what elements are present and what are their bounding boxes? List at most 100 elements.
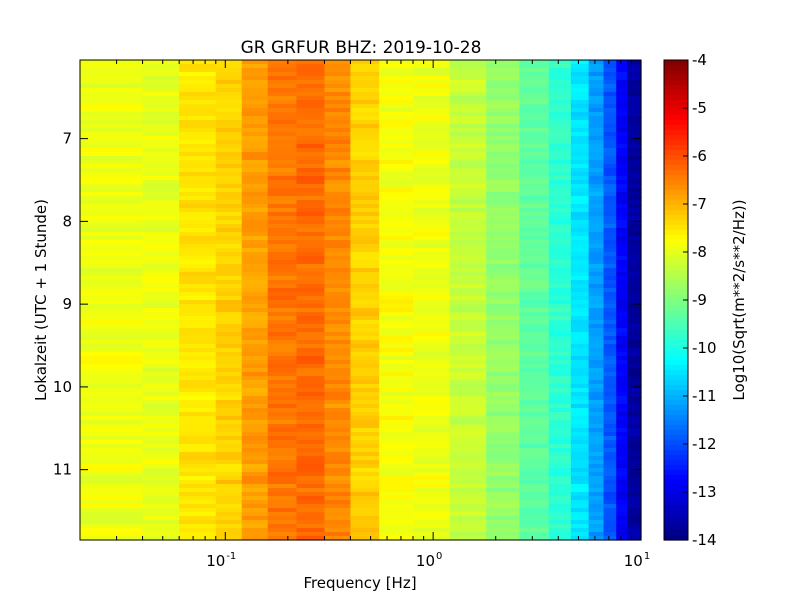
heatmap-cell	[588, 520, 605, 525]
heatmap-cell	[80, 164, 144, 169]
heatmap-cell	[519, 304, 550, 309]
heatmap-cell	[267, 188, 298, 193]
heatmap-cell	[627, 96, 642, 101]
heatmap-cell	[324, 396, 352, 401]
heatmap-cell	[449, 272, 487, 277]
heatmap-cell	[603, 228, 617, 233]
heatmap-cell	[241, 396, 269, 401]
heatmap-cell	[413, 72, 451, 77]
heatmap-cell	[627, 392, 642, 397]
heatmap-cell	[350, 316, 380, 321]
heatmap-cell	[449, 188, 487, 193]
heatmap-cell	[486, 464, 520, 469]
heatmap-cell	[486, 240, 520, 245]
heatmap-cell	[570, 488, 590, 493]
heatmap-cell	[627, 120, 642, 125]
heatmap-cell	[241, 484, 269, 489]
heatmap-cell	[548, 176, 572, 181]
heatmap-cell	[179, 132, 217, 137]
heatmap-cell	[449, 320, 487, 325]
heatmap-cell	[570, 144, 590, 149]
heatmap-cell	[142, 104, 180, 109]
heatmap-cell	[603, 84, 617, 89]
heatmap-cell	[379, 200, 414, 205]
heatmap-cell	[548, 336, 572, 341]
heatmap-cell	[603, 324, 617, 329]
heatmap-cell	[519, 204, 550, 209]
heatmap-cell	[142, 512, 180, 517]
heatmap-cell	[570, 112, 590, 117]
heatmap-cell	[603, 204, 617, 209]
heatmap-cell	[588, 396, 605, 401]
heatmap-cell	[324, 204, 352, 209]
heatmap-cell	[379, 528, 414, 533]
heatmap-cell	[350, 200, 380, 205]
heatmap-cell	[379, 80, 414, 85]
heatmap-cell	[588, 144, 605, 149]
heatmap-cell	[627, 296, 642, 301]
heatmap-cell	[413, 456, 451, 461]
heatmap-cell	[548, 228, 572, 233]
heatmap-cell	[379, 68, 414, 73]
heatmap-cell	[588, 428, 605, 433]
heatmap-cell	[519, 396, 550, 401]
heatmap-cell	[548, 276, 572, 281]
heatmap-cell	[241, 260, 269, 265]
heatmap-cell	[627, 380, 642, 385]
heatmap-cell	[80, 84, 144, 89]
heatmap-cell	[324, 208, 352, 213]
heatmap-cell	[350, 312, 380, 317]
heatmap-cell	[267, 184, 298, 189]
colorbar-segment	[664, 250, 688, 256]
heatmap-cell	[241, 84, 269, 89]
heatmap-cell	[570, 424, 590, 429]
heatmap-cell	[616, 508, 628, 513]
heatmap-cell	[142, 132, 180, 137]
heatmap-cell	[603, 368, 617, 373]
heatmap-cell	[616, 280, 628, 285]
heatmap-cell	[570, 192, 590, 197]
heatmap-cell	[486, 216, 520, 221]
heatmap-cell	[603, 356, 617, 361]
heatmap-cell	[588, 272, 605, 277]
heatmap-cell	[215, 488, 243, 493]
heatmap-cell	[616, 464, 628, 469]
heatmap-cell	[413, 256, 451, 261]
heatmap-cell	[324, 252, 352, 257]
heatmap-cell	[449, 400, 487, 405]
heatmap-cell	[267, 116, 298, 121]
heatmap-cell	[603, 336, 617, 341]
heatmap-cell	[80, 128, 144, 133]
heatmap-cell	[548, 320, 572, 325]
heatmap-cell	[603, 476, 617, 481]
heatmap-cell	[616, 460, 628, 465]
heatmap-cell	[588, 152, 605, 157]
heatmap-cell	[350, 132, 380, 137]
heatmap-cell	[413, 80, 451, 85]
heatmap-cell	[413, 84, 451, 89]
heatmap-cell	[486, 176, 520, 181]
heatmap-cell	[324, 304, 352, 309]
heatmap-cell	[215, 500, 243, 505]
heatmap-cell	[241, 144, 269, 149]
heatmap-cell	[486, 280, 520, 285]
heatmap-cell	[449, 532, 487, 537]
heatmap-cell	[215, 304, 243, 309]
heatmap-cell	[519, 248, 550, 253]
heatmap-cell	[267, 324, 298, 329]
heatmap-cell	[379, 280, 414, 285]
heatmap-cell	[588, 492, 605, 497]
heatmap-cell	[627, 212, 642, 217]
heatmap-cell	[179, 84, 217, 89]
heatmap-cell	[603, 372, 617, 377]
heatmap-cell	[449, 416, 487, 421]
heatmap-cell	[519, 136, 550, 141]
heatmap-cell	[603, 172, 617, 177]
heatmap-cell	[603, 252, 617, 257]
heatmap-cell	[267, 436, 298, 441]
heatmap-cell	[324, 276, 352, 281]
heatmap-cell	[350, 92, 380, 97]
heatmap-cell	[570, 336, 590, 341]
heatmap-cell	[142, 496, 180, 501]
